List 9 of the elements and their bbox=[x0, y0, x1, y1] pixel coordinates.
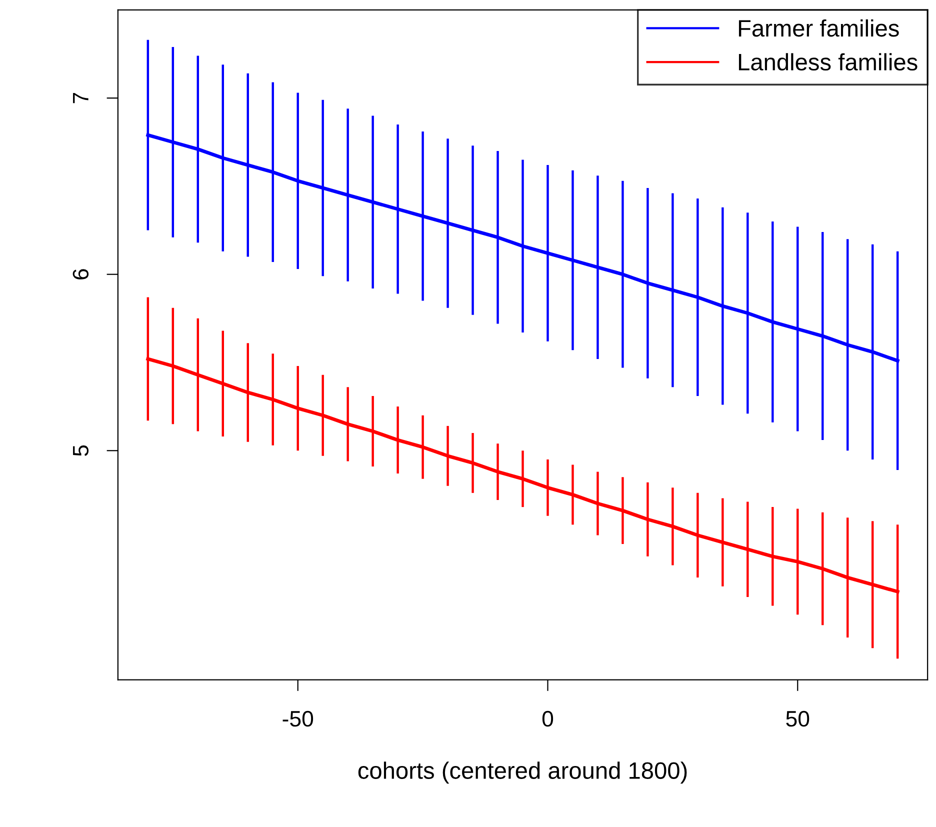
legend-label: Farmer families bbox=[738, 19, 899, 37]
y-tick-label: 6 bbox=[72, 269, 89, 280]
y-tick-label: 5 bbox=[73, 445, 89, 456]
y-tick-label: 7 bbox=[73, 93, 88, 104]
x-tick-label: 50 bbox=[786, 710, 810, 727]
legend-label: Landless families bbox=[738, 53, 918, 71]
x-axis-title: cohorts (centered around 1800) bbox=[358, 762, 687, 784]
x-tick-label: 0 bbox=[542, 710, 554, 727]
x-tick-label: -50 bbox=[282, 710, 314, 727]
